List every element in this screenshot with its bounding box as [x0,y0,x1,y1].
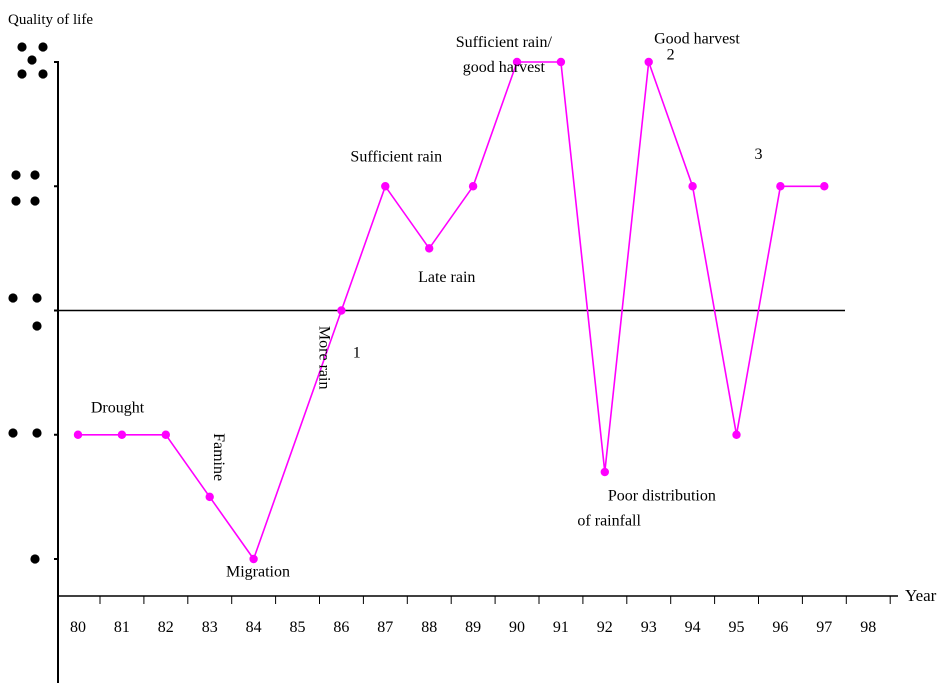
data-point-95 [732,430,741,439]
x-tick-label-91: 91 [553,619,569,636]
x-tick-label-88: 88 [421,619,437,636]
x-tick-label-98: 98 [860,619,876,636]
y-level-4-dot-4 [30,196,40,206]
y-level-3-dot-1 [8,293,18,303]
y-level-2-dot-2 [32,428,42,438]
x-tick-label-89: 89 [465,619,481,636]
annotation-more-rain: More rain [315,326,332,390]
y-level-5-dot-5 [38,69,48,79]
y-level-1-dot-1 [30,554,40,564]
annotation-migration: Migration [226,563,290,580]
annotation-3: 3 [754,146,762,163]
x-tick-label-90: 90 [509,619,525,636]
data-point-90 [512,57,522,67]
y-level-4-dot-1 [11,170,21,180]
annotation-2: 2 [667,47,675,64]
y-level-4-dot-3 [11,196,21,206]
x-tick-label-86: 86 [333,619,349,636]
data-point-88 [425,244,434,253]
data-point-83 [205,492,214,502]
x-tick-label-85: 85 [290,619,306,636]
data-point-86 [337,306,346,315]
data-point-84 [249,554,258,564]
data-point-91 [556,57,566,67]
x-tick-label-95: 95 [729,619,745,636]
x-tick-label-80: 80 [70,619,86,636]
annotation-late-rain: Late rain [418,269,475,286]
data-point-97 [820,182,829,191]
x-tick-label-82: 82 [158,619,174,636]
data-point-89 [468,182,478,191]
annotation-good-harvest: Good harvest [654,30,740,47]
data-point-94 [688,182,697,191]
y-level-5-dot-3 [27,55,37,65]
x-tick-label-87: 87 [377,619,393,636]
data-point-93 [644,57,653,67]
y-axis-label: Quality of life [8,12,93,28]
y-level-4-dot-2 [30,170,40,180]
y-level-2-dot-1 [8,428,18,438]
x-axis-label: Year [905,586,937,605]
x-tick-label-96: 96 [772,619,788,636]
data-point-81 [117,430,127,439]
annotation-of-rainfall: of rainfall [577,512,641,529]
annotation-famine: Famine [210,433,227,481]
x-tick-label-92: 92 [597,619,613,636]
y-level-3-dot-3 [32,321,42,331]
annotation-1: 1 [353,345,361,362]
x-tick-label-84: 84 [246,619,262,636]
x-tick-label-81: 81 [114,619,130,636]
data-point-92 [600,467,609,477]
x-tick-label-97: 97 [816,619,832,636]
annotation-drought: Drought [91,399,145,416]
annotation-good-harvest: good harvest [463,59,546,76]
y-level-5-dot-1 [17,42,27,52]
x-tick-label-93: 93 [641,619,657,636]
plot-marks: 80 81 82 83 84 85 86 87 88 89 90 91 92 93 94 95 96 97 98 Dr… [8,30,898,683]
annotation-poor-distribution: Poor distribution [608,488,716,505]
y-level-3-dot-2 [32,293,42,303]
data-point-82 [161,430,170,439]
x-tick-label-83: 83 [202,619,218,636]
data-point-96 [776,182,785,191]
y-level-5-dot-2 [38,42,48,52]
data-point-87 [381,182,390,191]
annotation-sufficient-rain: Sufficient rain [350,148,442,165]
x-tick-label-94: 94 [685,619,701,636]
annotation-sufficient-rain: Sufficient rain/ [456,34,553,51]
data-point-80 [73,430,83,439]
y-level-5-dot-4 [17,69,27,79]
